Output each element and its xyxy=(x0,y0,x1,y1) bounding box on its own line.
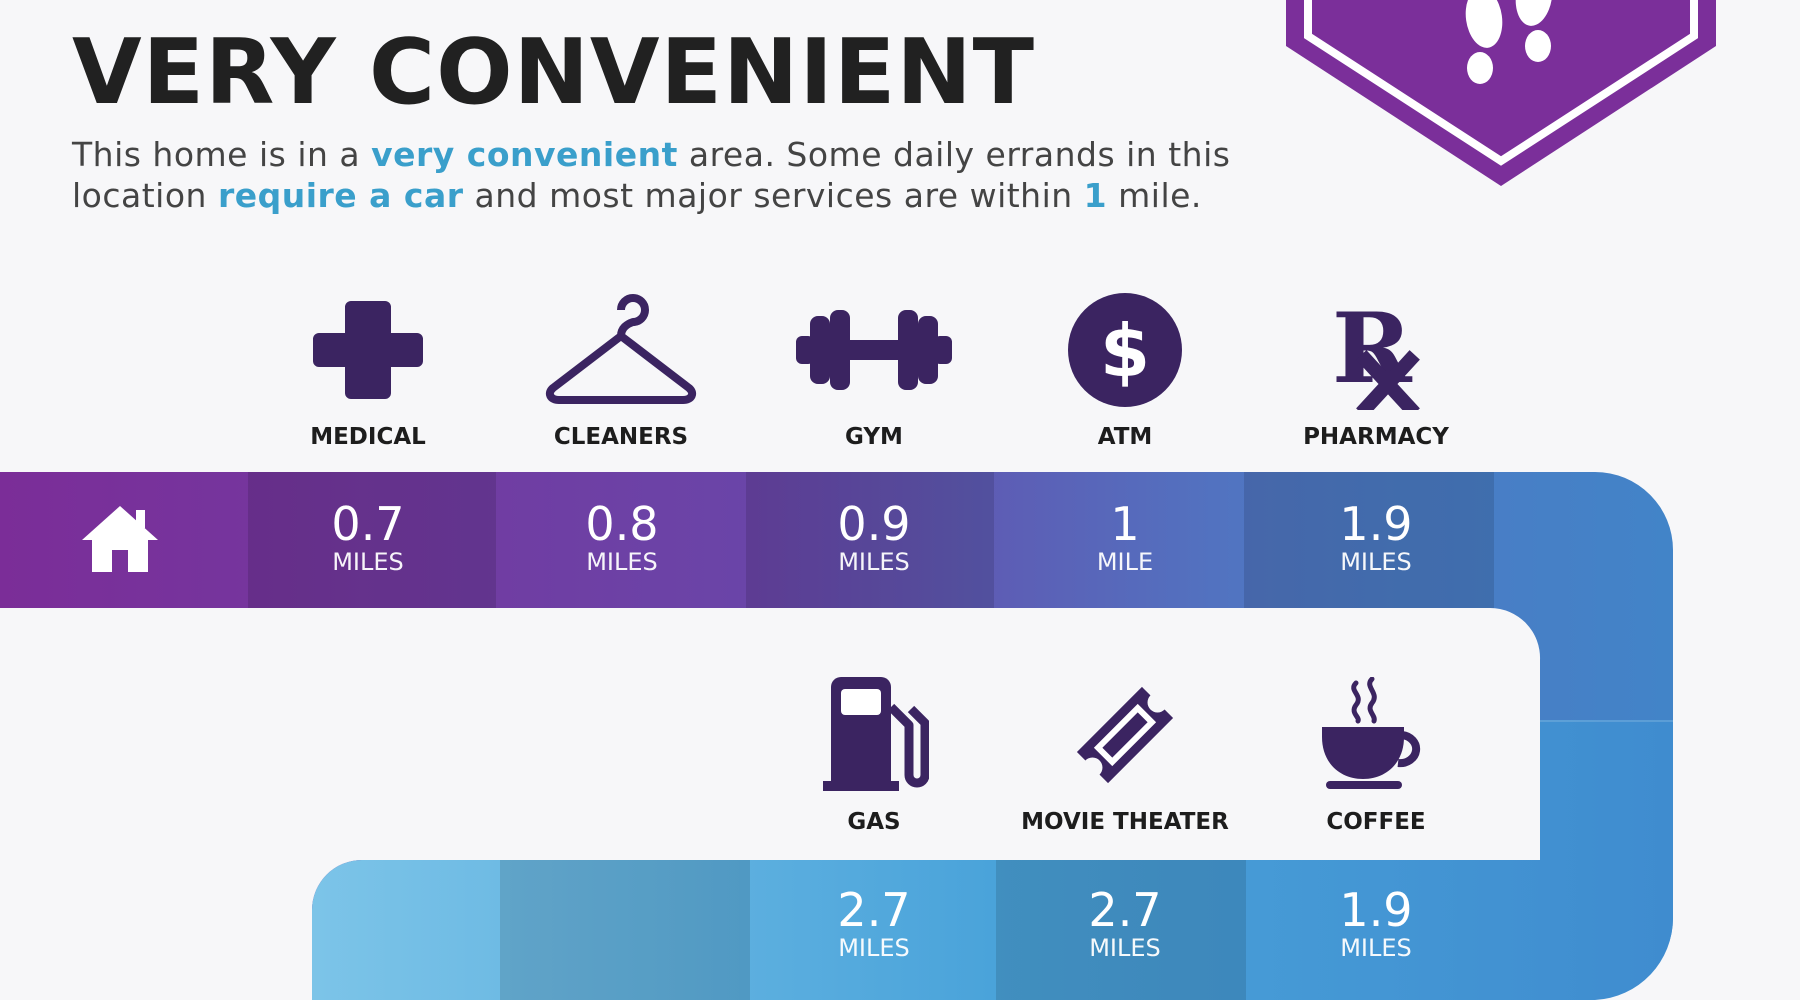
distance-unit: MILES xyxy=(1340,548,1412,576)
distance-unit: MILES xyxy=(1340,934,1412,962)
distance-unit: MILES xyxy=(1089,934,1161,962)
poi-label: PHARMACY xyxy=(1303,424,1449,450)
poi-cleaners: CLEANERS xyxy=(491,290,751,450)
distance-value: 0.9 xyxy=(837,497,911,551)
poi-label: MEDICAL xyxy=(310,424,426,450)
coffee-cup-icon xyxy=(1322,677,1421,789)
distance-unit: MILES xyxy=(838,548,910,576)
distance-atm: 1 MILE xyxy=(1005,500,1245,576)
footprints-icon xyxy=(1465,0,1553,84)
description-text: area. Some daily errands in this locatio… xyxy=(72,135,1231,215)
distance-value: 1 xyxy=(1110,497,1140,551)
description-text: and most major services are within xyxy=(463,176,1084,215)
distance-pharmacy: 1.9 MILES xyxy=(1256,500,1496,576)
dollar-coin-icon: $ xyxy=(1068,293,1182,407)
description-text: This home is in a xyxy=(72,135,372,174)
poi-label: CLEANERS xyxy=(553,424,689,450)
distance-coffee: 1.9 MILES xyxy=(1256,886,1496,962)
distance-gas: 2.7 MILES xyxy=(754,886,994,962)
distance-value: 0.7 xyxy=(331,497,405,551)
poi-label: MOVIE THEATER xyxy=(1021,809,1229,835)
svg-text:R: R xyxy=(1332,292,1413,405)
distance-medical: 0.7 MILES xyxy=(248,500,488,576)
walkability-badge xyxy=(1286,0,1716,186)
page-title: VERY CONVENIENT xyxy=(72,20,1036,125)
hanger-icon xyxy=(545,294,697,404)
poi-medical: MEDICAL xyxy=(238,290,498,450)
poi-label: GAS xyxy=(847,809,901,835)
distance-value: 2.7 xyxy=(1088,883,1162,937)
distance-movie-theater: 2.7 MILES xyxy=(1005,886,1245,962)
poi-atm: $ ATM xyxy=(995,290,1255,450)
distance-unit: MILE xyxy=(1096,548,1154,576)
dumbbell-icon xyxy=(796,310,952,390)
medical-cross-icon xyxy=(313,301,423,399)
poi-label: GYM xyxy=(845,424,903,450)
poi-gym: GYM xyxy=(744,290,1004,450)
house-icon xyxy=(82,506,158,572)
description-highlight: very convenient xyxy=(371,135,678,174)
distance-unit: MILES xyxy=(838,934,910,962)
distance-value: 1.9 xyxy=(1339,497,1413,551)
rx-icon: R xyxy=(1332,292,1420,410)
poi-label: COFFEE xyxy=(1326,809,1426,835)
poi-gas: GAS xyxy=(744,675,1004,835)
description-highlight: 1 xyxy=(1083,176,1108,215)
distance-cleaners: 0.8 MILES xyxy=(502,500,742,576)
description-highlight: require a car xyxy=(217,176,464,215)
description: This home is in a very convenient area. … xyxy=(72,134,1322,216)
description-text: mile. xyxy=(1107,176,1202,215)
distance-value: 2.7 xyxy=(837,883,911,937)
poi-movie-theater: MOVIE THEATER xyxy=(995,675,1255,835)
poi-coffee: COFFEE xyxy=(1246,675,1506,835)
poi-pharmacy: R PHARMACY xyxy=(1246,290,1506,450)
distance-value: 1.9 xyxy=(1339,883,1413,937)
svg-text:$: $ xyxy=(1100,309,1150,393)
poi-label: ATM xyxy=(1097,424,1153,450)
ticket-icon xyxy=(1076,686,1174,784)
distance-gym: 0.9 MILES xyxy=(754,500,994,576)
gas-pump-icon xyxy=(823,677,929,791)
distance-unit: MILES xyxy=(586,548,658,576)
distance-value: 0.8 xyxy=(585,497,659,551)
distance-unit: MILES xyxy=(332,548,404,576)
